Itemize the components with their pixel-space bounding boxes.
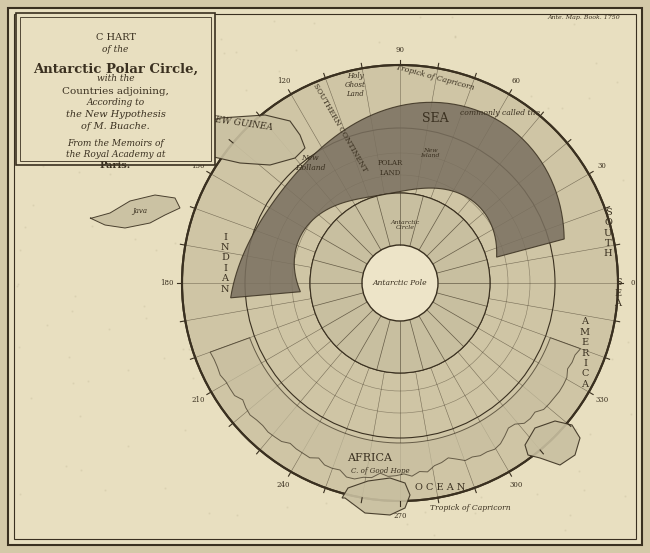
Text: of the: of the — [102, 45, 129, 54]
Text: According to: According to — [86, 98, 144, 107]
Text: SEA: SEA — [422, 112, 448, 124]
Text: 240: 240 — [277, 481, 291, 489]
Text: 120: 120 — [277, 77, 291, 85]
Text: 210: 210 — [192, 395, 205, 404]
Text: Ante. Map. Book. 1750: Ante. Map. Book. 1750 — [547, 15, 620, 20]
Polygon shape — [175, 115, 305, 165]
Text: Borneo: Borneo — [127, 129, 153, 137]
Text: Antarctic
Circle: Antarctic Circle — [391, 220, 420, 231]
Circle shape — [362, 245, 438, 321]
Polygon shape — [231, 102, 564, 298]
Text: 330: 330 — [595, 395, 608, 404]
Text: C HART: C HART — [96, 33, 135, 42]
Text: Countries adjoining,: Countries adjoining, — [62, 87, 169, 96]
Circle shape — [182, 65, 618, 501]
Text: Tropick of Capricorn: Tropick of Capricorn — [430, 504, 510, 512]
Polygon shape — [90, 195, 180, 228]
Polygon shape — [210, 338, 580, 479]
Text: with the: with the — [97, 74, 135, 83]
Text: S
O
U
T
H: S O U T H — [604, 208, 612, 258]
Text: 150: 150 — [192, 163, 205, 170]
Text: Java: Java — [133, 207, 148, 215]
Text: I
N
D
I
A
N: I N D I A N — [221, 232, 229, 294]
Text: Antarctic Polar Circle,: Antarctic Polar Circle, — [33, 63, 198, 76]
Text: From the Memoirs of: From the Memoirs of — [67, 139, 164, 148]
Text: 270: 270 — [393, 512, 407, 520]
Polygon shape — [525, 421, 580, 465]
Text: NEW GUINEA: NEW GUINEA — [207, 114, 273, 132]
Text: commonly called the: commonly called the — [460, 109, 540, 117]
Polygon shape — [342, 478, 410, 515]
Text: C. of Good Hope: C. of Good Hope — [351, 467, 410, 475]
Text: Tropick of Capricorn: Tropick of Capricorn — [395, 64, 475, 92]
Text: AFRICA: AFRICA — [348, 453, 393, 463]
Text: of M. Buache.: of M. Buache. — [81, 122, 150, 131]
Text: S
E
A: S E A — [614, 278, 621, 308]
Text: Paris.: Paris. — [100, 161, 131, 170]
FancyBboxPatch shape — [16, 13, 215, 165]
Text: SOUTHERN CONTINENT: SOUTHERN CONTINENT — [311, 82, 369, 174]
Text: O C E A N: O C E A N — [415, 483, 465, 493]
Text: A
M
E
R
I
C
A: A M E R I C A — [580, 317, 590, 389]
Text: New
Holland: New Holland — [294, 154, 325, 171]
FancyBboxPatch shape — [8, 8, 642, 545]
Text: the New Hypothesis: the New Hypothesis — [66, 110, 166, 119]
Text: Holy
Ghost
Land: Holy Ghost Land — [344, 72, 365, 98]
Text: the Royal Academy at: the Royal Academy at — [66, 150, 165, 159]
Text: 0: 0 — [630, 279, 635, 287]
Circle shape — [310, 193, 490, 373]
Text: POLAR
LAND: POLAR LAND — [378, 159, 402, 176]
Text: 60: 60 — [512, 77, 521, 85]
Polygon shape — [112, 118, 170, 153]
Text: New
Island: New Island — [421, 148, 440, 158]
Text: 90: 90 — [395, 46, 404, 54]
Text: 300: 300 — [510, 481, 523, 489]
Text: 30: 30 — [597, 163, 606, 170]
Text: Antarctic Pole: Antarctic Pole — [372, 279, 427, 287]
Text: 180: 180 — [161, 279, 174, 287]
